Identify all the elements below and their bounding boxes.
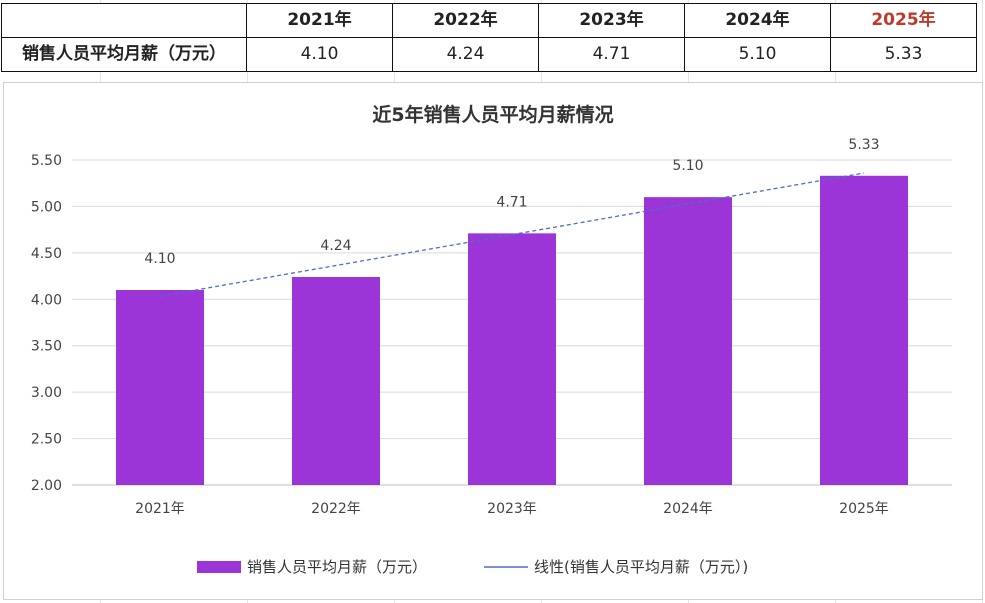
x-tick-label: 2021年 — [135, 501, 185, 517]
data-label: 4.71 — [496, 194, 527, 210]
bars — [116, 175, 908, 485]
table-header-cell-highlight[interactable]: 2025年 — [830, 3, 977, 38]
bar — [292, 277, 380, 485]
y-axis-ticks: 2.00 2.50 3.00 3.50 4.00 4.50 5.00 5.50 — [31, 153, 62, 494]
y-tick-label: 5.00 — [31, 199, 62, 215]
table-header-cell[interactable]: 2022年 — [392, 3, 539, 38]
trendline — [159, 172, 865, 297]
chart-title: 近5年销售人员平均月薪情况 — [372, 103, 613, 126]
table-header-cell[interactable]: 2024年 — [684, 3, 831, 38]
table-cell[interactable]: 4.71 — [538, 37, 685, 72]
x-tick-label: 2025年 — [839, 501, 889, 517]
data-labels: 4.10 4.24 4.71 5.10 5.33 — [144, 137, 879, 267]
y-tick-label: 3.00 — [31, 385, 62, 401]
bar — [820, 175, 908, 485]
table-header-cell[interactable]: 2023年 — [538, 3, 685, 38]
y-tick-label: 2.00 — [31, 478, 62, 494]
table-header-cell[interactable]: 2021年 — [246, 3, 393, 38]
bar — [116, 290, 204, 485]
legend-label-series: 销售人员平均月薪（万元） — [247, 558, 427, 576]
table-cell[interactable]: 5.10 — [684, 37, 831, 72]
trendline-group — [159, 172, 865, 297]
data-table: 2021年 2022年 2023年 2024年 2025年 销售人员平均月薪（万… — [1, 3, 977, 72]
bar-chart: 近5年销售人员平均月薪情况 2.00 2.50 3.00 3.50 4.00 4.50 5.… — [31, 103, 952, 576]
legend-swatch-bar — [197, 561, 241, 573]
x-tick-label: 2023年 — [487, 501, 537, 517]
x-axis-ticks: 2021年 2022年 2023年 2024年 2025年 — [135, 501, 889, 517]
table-header-row: 2021年 2022年 2023年 2024年 2025年 — [1, 3, 977, 38]
table-cell[interactable]: 4.24 — [392, 37, 539, 72]
table-cell[interactable]: 4.10 — [246, 37, 393, 72]
x-tick-label: 2024年 — [663, 501, 713, 517]
data-label: 5.10 — [672, 158, 703, 174]
x-tick-label: 2022年 — [311, 501, 361, 517]
y-tick-label: 5.50 — [31, 153, 62, 169]
y-tick-label: 3.50 — [31, 339, 62, 355]
bar — [644, 197, 732, 485]
y-tick-label: 2.50 — [31, 432, 62, 448]
data-label: 4.10 — [144, 251, 175, 267]
legend: 销售人员平均月薪（万元） 线性(销售人员平均月薪（万元）) — [197, 558, 748, 576]
table-row-label[interactable]: 销售人员平均月薪（万元） — [1, 37, 247, 72]
y-tick-label: 4.50 — [31, 246, 62, 262]
chart-container[interactable]: 近5年销售人员平均月薪情况 2.00 2.50 3.00 3.50 4.00 4.50 5.… — [3, 82, 983, 600]
legend-label-trendline: 线性(销售人员平均月薪（万元）) — [534, 558, 748, 576]
table-row: 销售人员平均月薪（万元） 4.10 4.24 4.71 5.10 5.33 — [1, 37, 977, 72]
bar — [468, 233, 556, 485]
y-tick-label: 4.00 — [31, 292, 62, 308]
data-label: 5.33 — [848, 137, 879, 153]
table-corner-cell[interactable] — [1, 3, 247, 38]
data-label: 4.24 — [320, 238, 351, 254]
table-cell[interactable]: 5.33 — [830, 37, 977, 72]
